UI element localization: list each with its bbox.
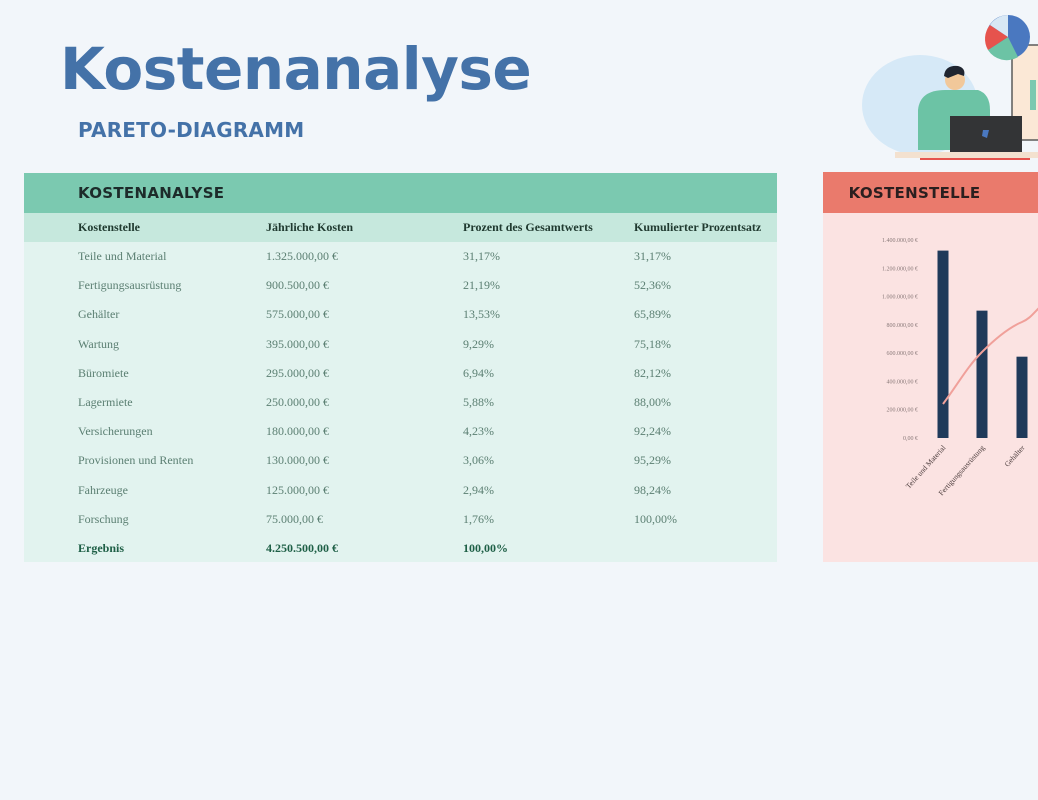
cell-cost[interactable]: 75.000,00 € bbox=[266, 511, 323, 526]
column-header-jaehrliche-kosten[interactable]: Jährliche Kosten bbox=[266, 220, 353, 234]
table-header-row: Kostenstelle Jährliche Kosten Prozent de… bbox=[24, 213, 777, 242]
cell-name[interactable]: Versicherungen bbox=[78, 424, 153, 439]
cell-cumulative[interactable]: 95,29% bbox=[634, 453, 671, 468]
cell-name[interactable]: Fahrzeuge bbox=[78, 482, 128, 497]
cell-cumulative[interactable]: 52,36% bbox=[634, 278, 671, 293]
table-row[interactable]: Forschung 75.000,00 € 1,76% 100,00% bbox=[24, 505, 777, 534]
y-axis-tick-label: 600.000,00 € bbox=[887, 351, 919, 357]
table-row[interactable]: Gehälter 575.000,00 € 13,53% 65,89% bbox=[24, 300, 777, 329]
cell-percent[interactable]: 5,88% bbox=[463, 395, 494, 410]
cell-name[interactable]: Büromiete bbox=[78, 365, 129, 380]
cell-percent[interactable]: 9,29% bbox=[463, 336, 494, 351]
cell-name[interactable]: Fertigungsausrüstung bbox=[78, 278, 182, 293]
x-axis-tick-label: Teile und Material bbox=[904, 443, 948, 490]
table-row[interactable]: Fahrzeuge 125.000,00 € 2,94% 98,24% bbox=[24, 476, 777, 505]
table-title: KOSTENANALYSE bbox=[24, 173, 777, 213]
chart-bar[interactable] bbox=[1016, 356, 1028, 438]
cell-percent[interactable]: 13,53% bbox=[463, 307, 500, 322]
cell-cost[interactable]: 575.000,00 € bbox=[266, 307, 329, 322]
cell-cumulative[interactable]: 98,24% bbox=[634, 482, 671, 497]
cell-cumulative[interactable]: 65,89% bbox=[634, 307, 671, 322]
pie-chart-icon bbox=[985, 15, 1030, 61]
table-row[interactable]: Versicherungen 180.000,00 € 4,23% 92,24% bbox=[24, 417, 777, 446]
cell-name[interactable]: Gehälter bbox=[78, 307, 120, 322]
table-row[interactable]: Fertigungsausrüstung 900.500,00 € 21,19%… bbox=[24, 271, 777, 300]
table-row[interactable]: Büromiete 295.000,00 € 6,94% 82,12% bbox=[24, 359, 777, 388]
cell-cost[interactable]: 130.000,00 € bbox=[266, 453, 329, 468]
cell-percent[interactable]: 4,23% bbox=[463, 424, 494, 439]
pareto-chart[interactable]: 0,00 € 200.000,00 € 400.000,00 € 600.000,00… bbox=[823, 213, 1038, 562]
cell-name[interactable]: Provisionen und Renten bbox=[78, 453, 194, 468]
cell-cost[interactable]: 250.000,00 € bbox=[266, 395, 329, 410]
y-axis-tick-label: 800.000,00 € bbox=[887, 323, 919, 329]
table-row[interactable]: Wartung 395.000,00 € 9,29% 75,18% bbox=[24, 330, 777, 359]
cell-cumulative[interactable]: 100,00% bbox=[634, 511, 677, 526]
table-row[interactable]: Provisionen und Renten 130.000,00 € 3,06… bbox=[24, 446, 777, 475]
column-header-kumuliert[interactable]: Kumulierter Prozentsatz bbox=[634, 220, 762, 234]
y-axis-tick-label: 1.200.000,00 € bbox=[882, 266, 918, 272]
x-axis-tick-label: Gehälter bbox=[1003, 443, 1027, 469]
y-axis-tick-label: 1.400.000,00 € bbox=[882, 238, 918, 244]
chart-bar[interactable] bbox=[976, 310, 988, 438]
cell-cost[interactable]: 900.500,00 € bbox=[266, 278, 329, 293]
pareto-chart-panel: KOSTENSTELLE 0,00 € 200.000,00 € 400.000,0… bbox=[823, 172, 1038, 562]
column-header-kostenstelle[interactable]: Kostenstelle bbox=[78, 220, 140, 234]
table-total-row[interactable]: Ergebnis 4.250.500,00 € 100,00% bbox=[24, 534, 777, 563]
cell-cumulative[interactable]: 82,12% bbox=[634, 365, 671, 380]
cell-cost[interactable]: 180.000,00 € bbox=[266, 424, 329, 439]
page-title: Kostenanalyse bbox=[60, 35, 532, 103]
cell-cumulative[interactable]: 88,00% bbox=[634, 395, 671, 410]
cell-cost[interactable]: 395.000,00 € bbox=[266, 336, 329, 351]
cell-cost[interactable]: 1.325.000,00 € bbox=[266, 249, 338, 264]
cell-cumulative[interactable]: 75,18% bbox=[634, 336, 671, 351]
total-label[interactable]: Ergebnis bbox=[78, 540, 125, 555]
cell-percent[interactable]: 21,19% bbox=[463, 278, 500, 293]
cell-percent[interactable]: 3,06% bbox=[463, 453, 494, 468]
cell-name[interactable]: Lagermiete bbox=[78, 395, 133, 410]
cell-name[interactable]: Wartung bbox=[78, 336, 120, 351]
cell-cumulative[interactable]: 31,17% bbox=[634, 249, 671, 264]
chart-bar[interactable] bbox=[937, 250, 949, 438]
cell-name[interactable]: Teile und Material bbox=[78, 249, 167, 264]
table-row[interactable]: Lagermiete 250.000,00 € 5,88% 88,00% bbox=[24, 388, 777, 417]
person-at-laptop-illustration bbox=[862, 15, 1038, 160]
y-axis-tick-label: 200.000,00 € bbox=[887, 408, 919, 414]
cell-cost[interactable]: 295.000,00 € bbox=[266, 365, 329, 380]
cell-percent[interactable]: 1,76% bbox=[463, 511, 494, 526]
page-subtitle: PARETO-DIAGRAMM bbox=[78, 118, 305, 142]
cell-percent[interactable]: 6,94% bbox=[463, 365, 494, 380]
cell-cost[interactable]: 125.000,00 € bbox=[266, 482, 329, 497]
table-row[interactable]: Teile und Material 1.325.000,00 € 31,17%… bbox=[24, 242, 777, 271]
cumulative-percent-line[interactable] bbox=[942, 303, 1038, 405]
column-header-prozent[interactable]: Prozent des Gesamtwerts bbox=[463, 220, 593, 234]
y-axis-tick-label: 0,00 € bbox=[903, 436, 918, 442]
total-percent[interactable]: 100,00% bbox=[463, 540, 508, 555]
y-axis-tick-label: 1.000.000,00 € bbox=[882, 295, 918, 301]
y-axis-tick-label: 400.000,00 € bbox=[887, 379, 919, 385]
total-cost[interactable]: 4.250.500,00 € bbox=[266, 540, 338, 555]
cell-cumulative[interactable]: 92,24% bbox=[634, 424, 671, 439]
cell-percent[interactable]: 31,17% bbox=[463, 249, 500, 264]
cell-percent[interactable]: 2,94% bbox=[463, 482, 494, 497]
chart-title: KOSTENSTELLE bbox=[823, 172, 1038, 213]
cell-name[interactable]: Forschung bbox=[78, 511, 129, 526]
cost-analysis-table: KOSTENANALYSE Kostenstelle Jährliche Kos… bbox=[24, 173, 777, 562]
